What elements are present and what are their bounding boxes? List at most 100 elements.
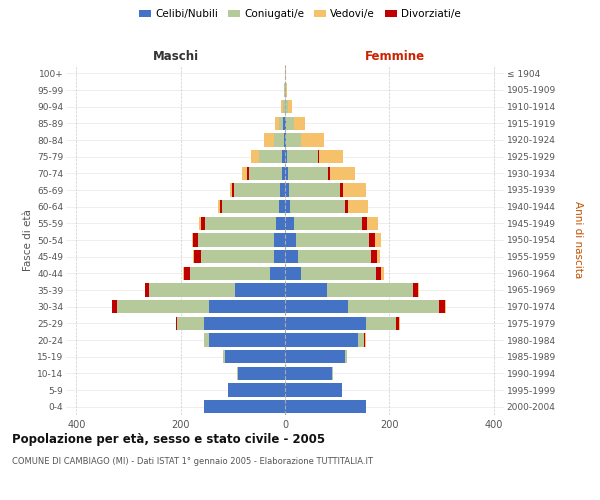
Bar	[116, 300, 209, 314]
Bar	[413, 284, 418, 296]
Bar	[286, 84, 287, 96]
Bar	[285, 300, 347, 314]
Bar	[285, 384, 343, 396]
Bar	[285, 350, 345, 364]
Bar	[285, 166, 287, 180]
Text: Maschi: Maschi	[152, 50, 199, 64]
Bar	[285, 334, 358, 346]
Y-axis label: Anni di nascita: Anni di nascita	[572, 202, 583, 278]
Bar	[280, 184, 285, 196]
Bar	[284, 134, 285, 146]
Bar	[287, 150, 319, 164]
Bar	[271, 266, 285, 280]
Bar	[377, 250, 380, 264]
Bar	[332, 366, 333, 380]
Bar	[298, 250, 371, 264]
Bar	[112, 300, 116, 314]
Bar	[371, 250, 377, 264]
Bar	[285, 284, 327, 296]
Bar	[248, 166, 283, 180]
Bar	[287, 100, 292, 114]
Bar	[275, 116, 279, 130]
Bar	[367, 216, 378, 230]
Bar	[347, 200, 368, 213]
Bar	[177, 316, 204, 330]
Bar	[176, 316, 177, 330]
Bar	[283, 100, 285, 114]
Text: Popolazione per età, sesso e stato civile - 2005: Popolazione per età, sesso e stato civil…	[12, 432, 325, 446]
Bar	[364, 334, 365, 346]
Bar	[376, 266, 382, 280]
Bar	[328, 166, 330, 180]
Bar	[283, 166, 285, 180]
Bar	[223, 350, 225, 364]
Bar	[204, 334, 209, 346]
Bar	[242, 166, 247, 180]
Bar	[330, 166, 355, 180]
Bar	[286, 116, 294, 130]
Bar	[218, 200, 220, 213]
Y-axis label: Fasce di età: Fasce di età	[23, 209, 33, 271]
Bar	[285, 266, 301, 280]
Bar	[235, 284, 285, 296]
Bar	[209, 334, 285, 346]
Bar	[294, 116, 305, 130]
Bar	[289, 184, 340, 196]
Bar	[281, 100, 283, 114]
Bar	[301, 266, 376, 280]
Bar	[251, 150, 259, 164]
Bar	[382, 266, 384, 280]
Bar	[358, 334, 364, 346]
Bar	[274, 134, 284, 146]
Bar	[275, 216, 285, 230]
Bar	[285, 116, 286, 130]
Bar	[230, 184, 232, 196]
Bar	[225, 350, 285, 364]
Bar	[201, 216, 205, 230]
Bar	[200, 250, 274, 264]
Bar	[283, 116, 285, 130]
Bar	[274, 250, 285, 264]
Bar	[285, 316, 366, 330]
Bar	[285, 216, 295, 230]
Bar	[204, 400, 285, 413]
Bar	[287, 166, 328, 180]
Bar	[345, 350, 347, 364]
Bar	[205, 216, 275, 230]
Bar	[227, 384, 285, 396]
Bar	[445, 300, 446, 314]
Text: COMUNE DI CAMBIAGO (MI) - Dati ISTAT 1° gennaio 2005 - Elaborazione TUTTITALIA.I: COMUNE DI CAMBIAGO (MI) - Dati ISTAT 1° …	[12, 458, 373, 466]
Bar	[259, 150, 283, 164]
Bar	[366, 316, 396, 330]
Bar	[220, 200, 223, 213]
Bar	[295, 216, 362, 230]
Bar	[285, 200, 290, 213]
Bar	[319, 150, 343, 164]
Bar	[285, 400, 366, 413]
Bar	[204, 316, 285, 330]
Bar	[279, 200, 285, 213]
Bar	[418, 284, 419, 296]
Bar	[285, 100, 287, 114]
Bar	[347, 300, 439, 314]
Bar	[362, 216, 367, 230]
Bar	[290, 200, 345, 213]
Bar	[439, 300, 445, 314]
Bar	[234, 184, 280, 196]
Bar	[327, 284, 413, 296]
Legend: Celibi/Nubili, Coniugati/e, Vedovi/e, Divorziati/e: Celibi/Nubili, Coniugati/e, Vedovi/e, Di…	[135, 5, 465, 24]
Bar	[198, 234, 274, 246]
Bar	[296, 234, 370, 246]
Bar	[285, 250, 298, 264]
Bar	[286, 134, 301, 146]
Bar	[343, 184, 367, 196]
Bar	[370, 234, 374, 246]
Bar	[238, 366, 285, 380]
Bar	[190, 266, 271, 280]
Bar	[340, 184, 343, 196]
Bar	[374, 234, 381, 246]
Bar	[247, 166, 248, 180]
Bar	[232, 184, 234, 196]
Bar	[283, 150, 285, 164]
Bar	[279, 116, 283, 130]
